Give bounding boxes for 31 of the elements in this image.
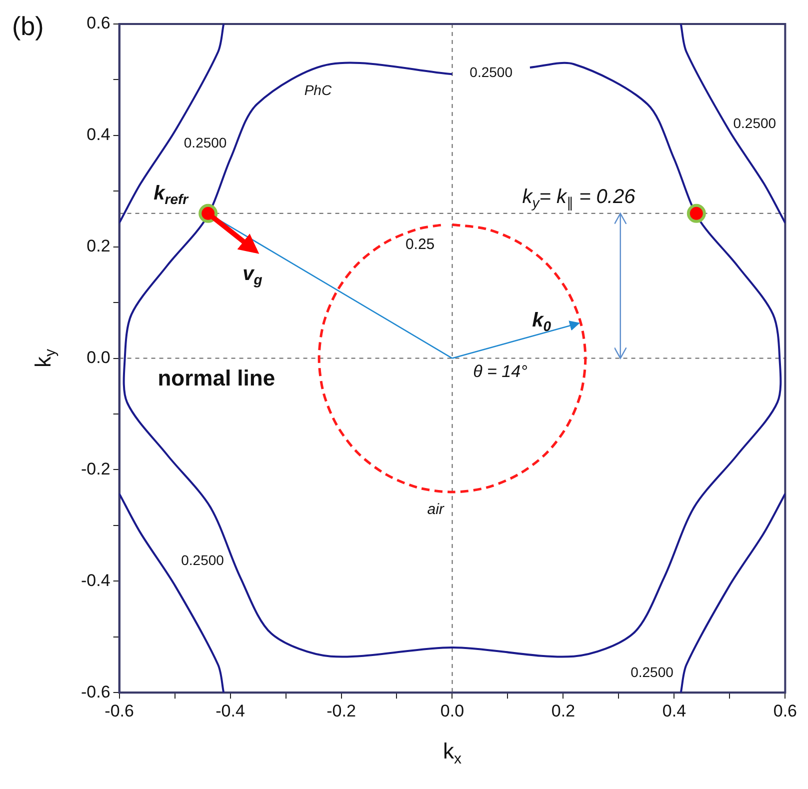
- y-tick-label: -0.4: [80, 570, 110, 590]
- annotation: 0.2500: [630, 664, 674, 680]
- x-tick-label: 0.2: [551, 701, 576, 720]
- annotation: 0.2500: [181, 552, 224, 568]
- annotation: θ = 14°: [473, 362, 528, 382]
- annotation: 0.2500: [733, 115, 776, 132]
- annotation: 0.2500: [184, 134, 227, 151]
- x-tick-label: -0.2: [326, 701, 356, 720]
- line-series: [119, 492, 225, 693]
- y-tick-label: 0.4: [86, 125, 110, 144]
- y-tick-label: -0.2: [80, 459, 110, 478]
- annotation: 0.2500: [470, 64, 513, 80]
- line-series: [318, 223, 587, 494]
- line-series: [119, 24, 225, 224]
- x-tick-label: -0.6: [104, 701, 134, 720]
- annotation: normal line: [158, 366, 276, 391]
- x-tick-label: -0.4: [216, 701, 245, 720]
- y-tick-label: 0.0: [86, 348, 110, 367]
- line-series: [680, 24, 786, 224]
- x-tick-label: 0.4: [662, 701, 686, 720]
- y-tick-label: -0.6: [80, 682, 110, 702]
- line-series: [680, 492, 786, 693]
- annotation: 0.25: [405, 236, 435, 253]
- x-tick-label: 0.0: [440, 701, 464, 720]
- x-tick-label: 0.6: [773, 701, 798, 720]
- annotation: PhC: [304, 82, 332, 98]
- y-tick-label: 0.2: [86, 236, 110, 256]
- y-axis-title: ky: [30, 348, 60, 368]
- y-tick-label: 0.6: [86, 14, 110, 33]
- annotation: air: [427, 501, 445, 518]
- chart-title: (b): [12, 11, 44, 42]
